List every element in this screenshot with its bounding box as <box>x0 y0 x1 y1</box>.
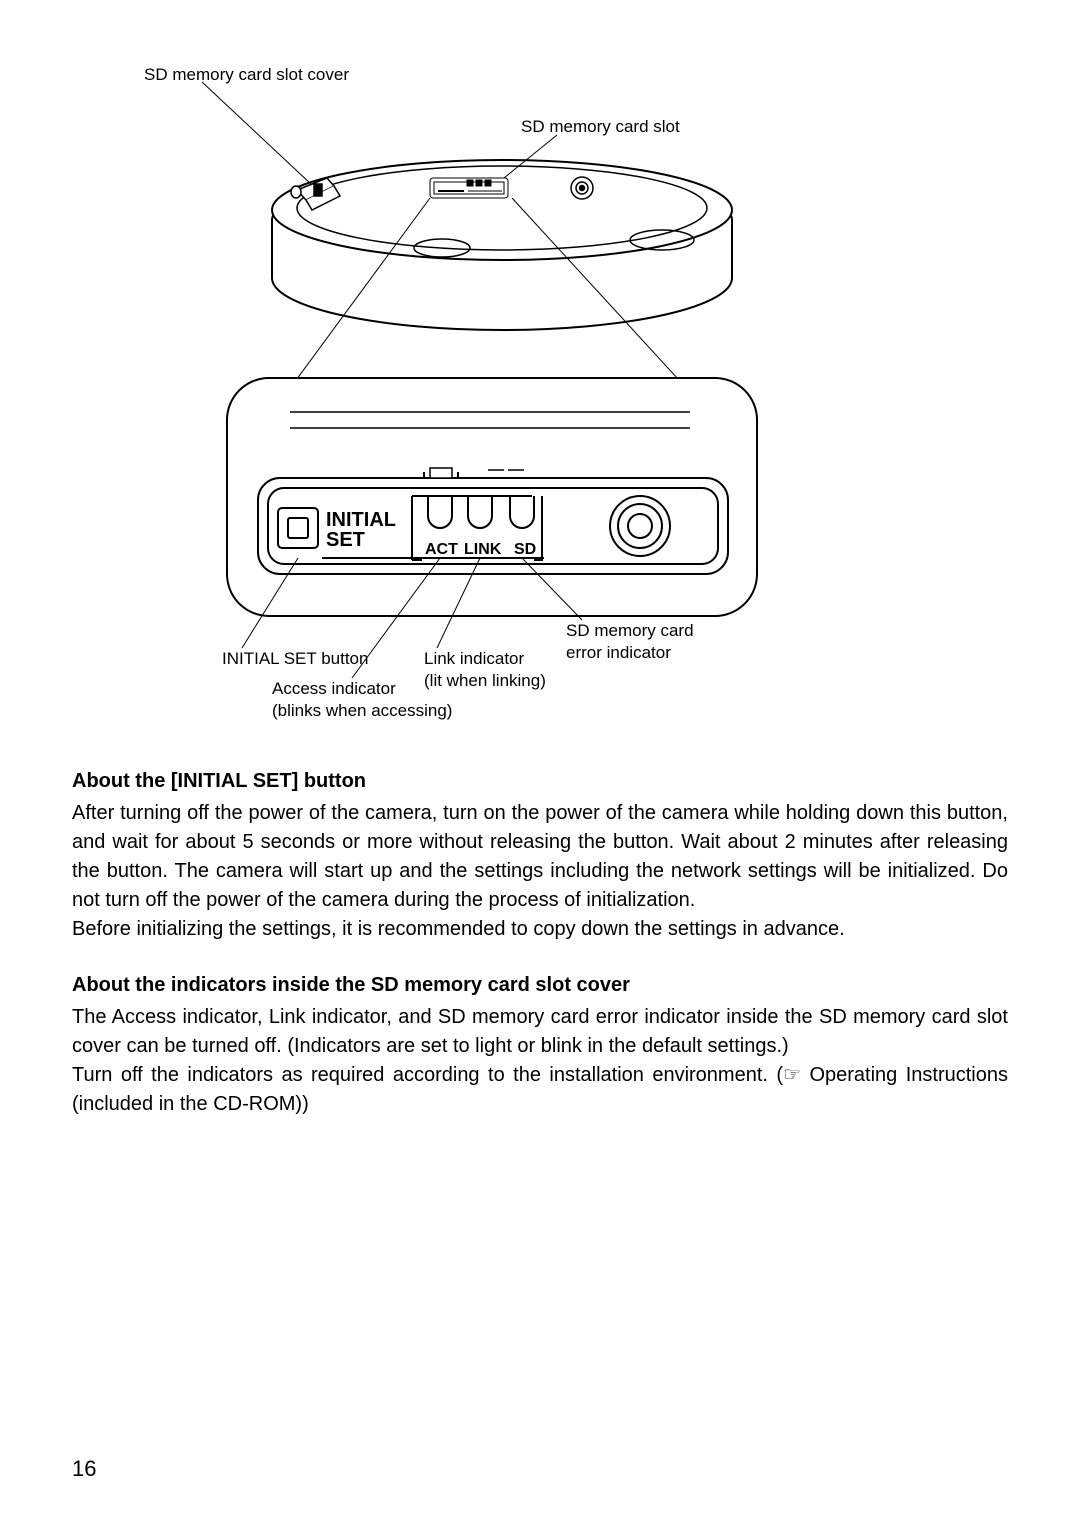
pointer-icon: ☞ <box>783 1064 801 1086</box>
para-indicators-2: Turn off the indicators as required acco… <box>72 1061 1008 1119</box>
device-diagram: INITIAL SET ACT LINK SD <box>72 60 1008 740</box>
detail-panel: INITIAL SET ACT LINK SD <box>227 378 757 616</box>
heading-initial-set: About the [INITIAL SET] button <box>72 770 1008 793</box>
panel-initial-text: INITIAL <box>326 509 396 531</box>
panel-link-text: LINK <box>464 541 502 558</box>
page-number: 16 <box>72 1456 96 1482</box>
para-indicators-2a: Turn off the indicators as required acco… <box>72 1064 783 1086</box>
heading-indicators: About the indicators inside the SD memor… <box>72 974 1008 997</box>
panel-act-text: ACT <box>425 541 458 558</box>
device-top <box>272 160 732 330</box>
body-text: About the [INITIAL SET] button After tur… <box>72 770 1008 1119</box>
panel-sd-text: SD <box>514 541 536 558</box>
para-initial-set-2: Before initializing the settings, it is … <box>72 915 1008 944</box>
panel-set-text: SET <box>326 529 365 551</box>
para-indicators-1: The Access indicator, Link indicator, an… <box>72 1003 1008 1061</box>
diagram-area: SD memory card slot cover SD memory card… <box>72 60 1008 740</box>
para-initial-set-1: After turning off the power of the camer… <box>72 799 1008 915</box>
